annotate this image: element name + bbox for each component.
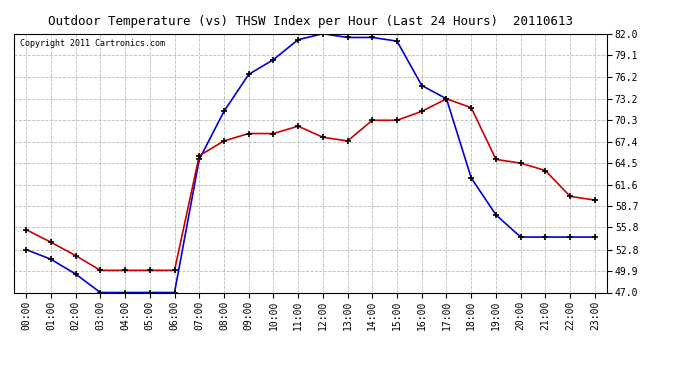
Text: Copyright 2011 Cartronics.com: Copyright 2011 Cartronics.com bbox=[20, 39, 165, 48]
Text: Outdoor Temperature (vs) THSW Index per Hour (Last 24 Hours)  20110613: Outdoor Temperature (vs) THSW Index per … bbox=[48, 15, 573, 28]
